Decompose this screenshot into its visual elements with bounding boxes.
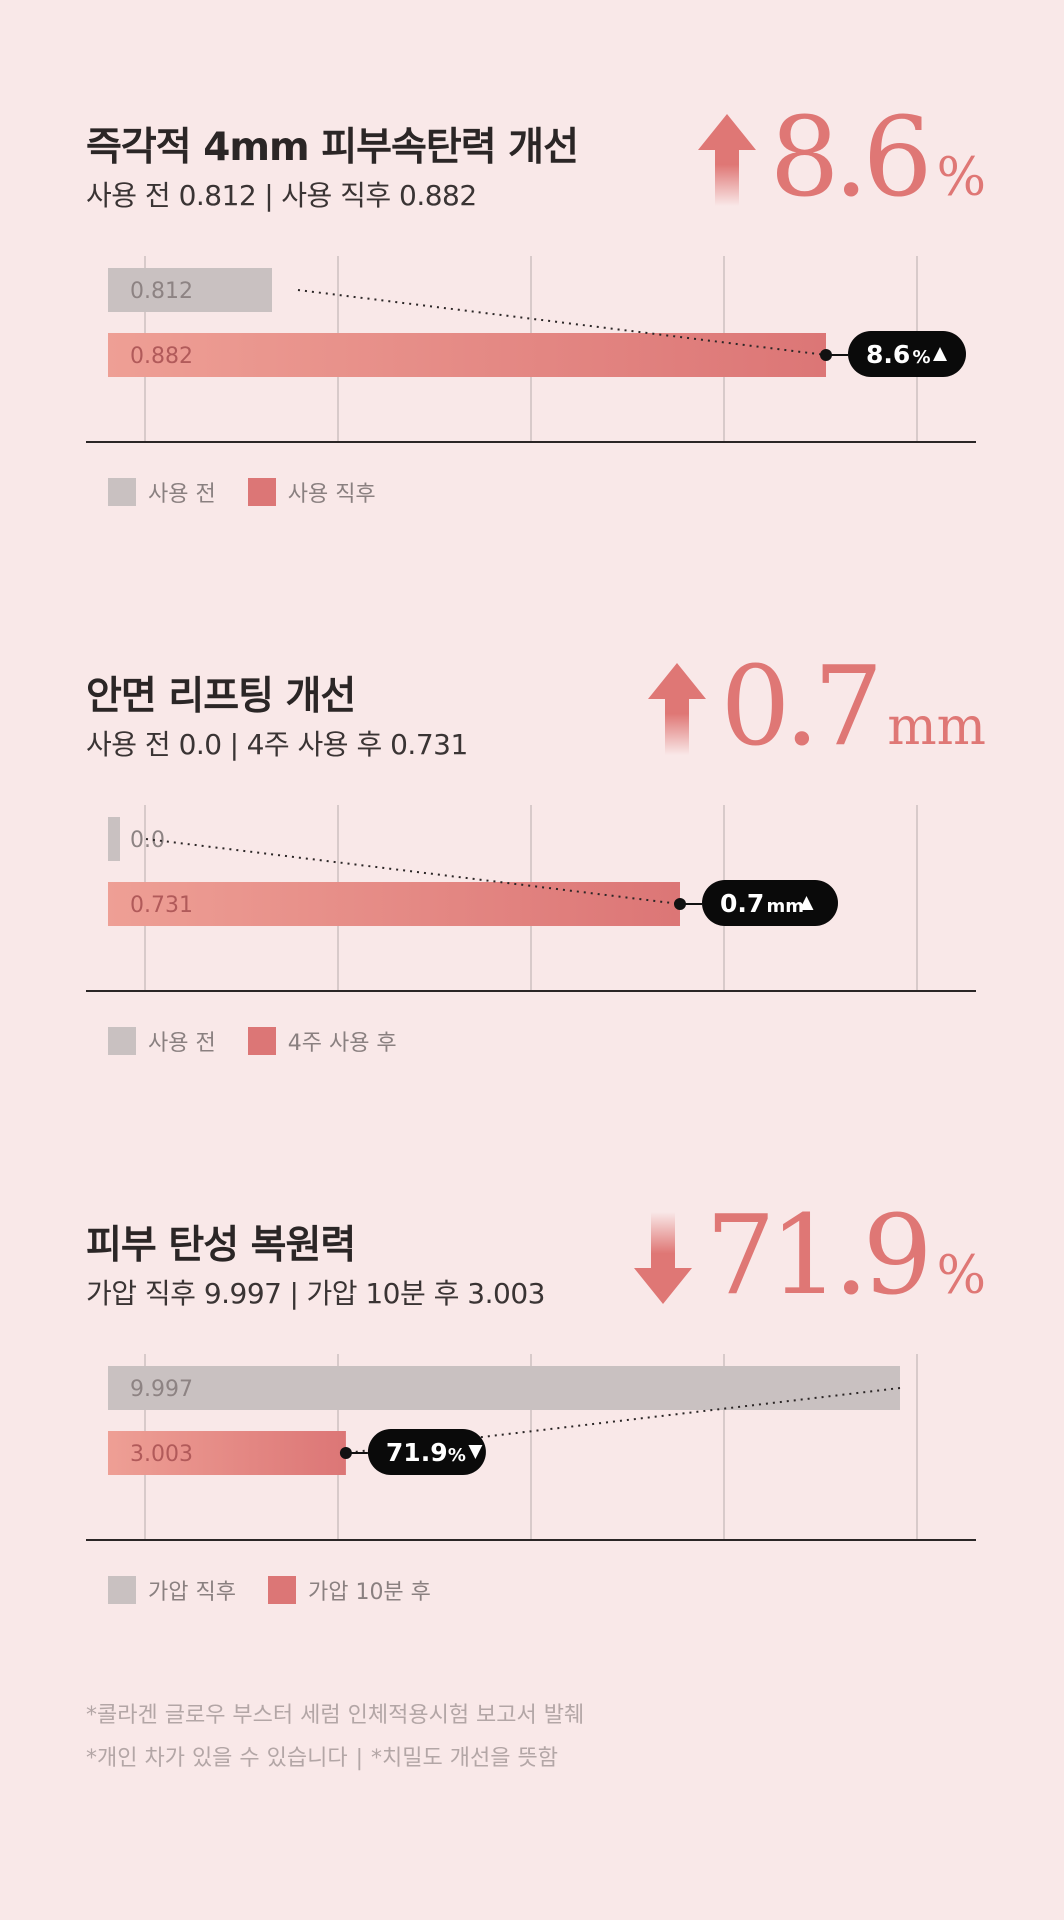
subtitle-after: 4주 사용 후 0.731 <box>246 728 469 761</box>
footnote-source: *콜라겐 글로우 부스터 세럼 인체적용시험 보고서 발췌 <box>86 1703 585 1728</box>
footnote-separator: | <box>355 1746 364 1771</box>
legend-item: 사용 직후 <box>247 476 376 508</box>
badge-unit: % <box>913 347 931 368</box>
badge-pill <box>702 880 838 926</box>
badge-unit: % <box>448 1445 466 1466</box>
subtitle-after: 가압 10분 후 3.003 <box>306 1277 545 1310</box>
up-arrow-icon <box>697 114 756 206</box>
bar-after <box>108 1431 346 1475</box>
section-subtitle: 사용 전 0.812 | 사용 직후 0.882 <box>86 174 477 214</box>
legend-item: 4주 사용 후 <box>247 1025 397 1057</box>
bar-chart: 0.0 0.731 0.7 mm <box>86 805 976 992</box>
legend-label: 사용 전 <box>148 482 216 507</box>
bar-chart: 9.997 3.003 71.9% <box>86 1354 976 1541</box>
section-subtitle: 사용 전 0.0 | 4주 사용 후 0.731 <box>86 723 468 763</box>
change-badge: 71.9% <box>345 1429 486 1475</box>
bar-chart: 0.812 0.882 8.6% <box>86 256 976 443</box>
legend-swatch-after <box>267 1576 296 1604</box>
headline-stat: 0.7 mm <box>646 651 986 771</box>
subtitle-separator: | <box>264 179 274 212</box>
change-badge: 0.7 mm <box>680 880 838 926</box>
subtitle-separator: | <box>229 728 239 761</box>
chart-legend: 사용 전 사용 직후 <box>108 476 408 508</box>
change-connector <box>345 1387 901 1454</box>
section-title: 안면 리프팅 개선 <box>86 674 356 719</box>
subtitle-separator: | <box>289 1277 299 1310</box>
triangle-up-icon <box>933 347 947 361</box>
stat-value: 71.9 <box>705 1191 933 1319</box>
legend-item: 가압 직후 <box>108 1574 236 1606</box>
legend-item: 사용 전 <box>108 1025 216 1057</box>
legend-swatch-after <box>247 1027 276 1055</box>
bar-before <box>108 1366 900 1410</box>
footnote-density: *치밀도 개선을 뜻함 <box>371 1746 558 1771</box>
legend-item: 사용 전 <box>108 476 216 508</box>
bar-after <box>108 333 826 377</box>
legend-swatch-before <box>108 478 136 506</box>
legend-label: 가압 10분 후 <box>307 1580 431 1605</box>
footnote-disclaimer: *개인 차가 있을 수 있습니다 | *치밀도 개선을 뜻함 <box>86 1740 558 1772</box>
section-title: 피부 탄성 복원력 <box>86 1223 356 1268</box>
bar-label-after: 3.003 <box>130 1442 193 1467</box>
section-subtitle: 가압 직후 9.997 | 가압 10분 후 3.003 <box>86 1272 545 1312</box>
triangle-up-icon <box>799 896 814 910</box>
change-badge: 8.6% <box>826 331 966 377</box>
legend-swatch-before <box>108 1576 136 1604</box>
badge-value: 8.6 <box>866 340 910 369</box>
stat-unit: % <box>936 148 986 208</box>
stat-unit: mm <box>887 697 986 757</box>
subtitle-before: 가압 직후 9.997 <box>86 1277 282 1310</box>
stat-value: 8.6 <box>769 93 933 221</box>
footnote-individual: *개인 차가 있을 수 있습니다 <box>86 1746 348 1771</box>
legend-item: 가압 10분 후 <box>267 1574 431 1606</box>
legend-swatch-before <box>108 1027 136 1055</box>
legend-label: 사용 직후 <box>287 482 376 507</box>
stat-arrow <box>646 661 708 761</box>
chart-legend: 사용 전 4주 사용 후 <box>108 1025 429 1057</box>
down-arrow-icon <box>633 1212 692 1304</box>
bar-label-after: 0.731 <box>130 893 193 918</box>
headline-stat: 8.6% <box>696 102 986 222</box>
section-title: 즉각적 4mm 피부속탄력 개선 <box>86 125 579 170</box>
badge-pill <box>367 1429 486 1475</box>
badge-value: 0.7 <box>720 889 764 918</box>
metric-section-2: 안면 리프팅 개선 사용 전 0.0 | 4주 사용 후 0.731 0.7 mm 0.0 0… <box>0 651 1064 1185</box>
bar-label-before: 0.0 <box>130 828 165 853</box>
headline-stat: 71.9% <box>632 1200 986 1320</box>
up-arrow-icon <box>648 663 707 755</box>
stat-unit: % <box>936 1246 986 1306</box>
legend-label: 가압 직후 <box>148 1580 236 1605</box>
stat-arrow <box>632 1210 694 1310</box>
badge-pill <box>848 331 966 377</box>
bar-before <box>108 268 272 312</box>
badge-value: 71.9 <box>386 1438 448 1467</box>
subtitle-before: 사용 전 0.812 <box>86 179 257 212</box>
triangle-down-icon <box>468 1445 483 1459</box>
metric-section-3: 피부 탄성 복원력 가압 직후 9.997 | 가압 10분 후 3.003 71.9%… <box>0 1200 1064 1734</box>
metric-section-1: 즉각적 4mm 피부속탄력 개선 사용 전 0.812 | 사용 직후 0.882 8.… <box>0 102 1064 636</box>
stat-arrow <box>696 112 758 212</box>
bar-before <box>108 817 120 861</box>
stat-value: 0.7 <box>720 642 883 770</box>
subtitle-before: 사용 전 0.0 <box>86 728 222 761</box>
legend-label: 사용 전 <box>148 1031 216 1056</box>
chart-legend: 가압 직후 가압 10분 후 <box>108 1574 463 1606</box>
legend-swatch-after <box>247 478 276 506</box>
bar-label-before: 0.812 <box>130 279 193 304</box>
change-connector <box>145 838 681 905</box>
legend-label: 4주 사용 후 <box>287 1031 397 1056</box>
bar-label-before: 9.997 <box>130 1377 193 1402</box>
badge-unit: mm <box>767 896 805 917</box>
subtitle-after: 사용 직후 0.882 <box>281 179 477 212</box>
bar-label-after: 0.882 <box>130 344 193 369</box>
bar-after <box>108 882 680 926</box>
